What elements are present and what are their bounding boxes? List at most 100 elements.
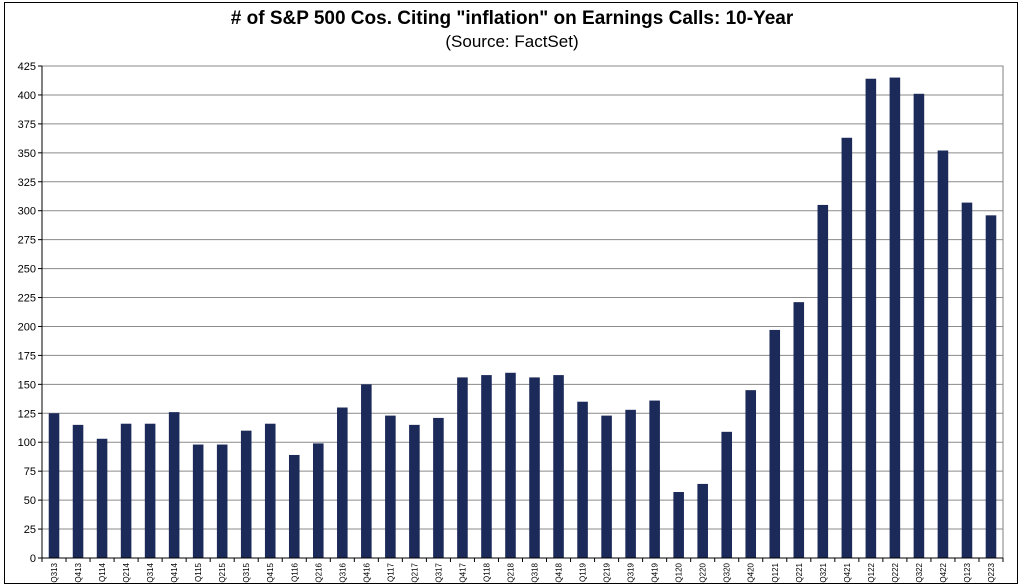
chart-title: # of S&P 500 Cos. Citing "inflation" on … bbox=[230, 8, 794, 29]
y-tick-label: 275 bbox=[18, 235, 36, 247]
x-tick-label: Q116 bbox=[290, 562, 299, 582]
bar-q318 bbox=[529, 377, 540, 558]
bar-q221 bbox=[793, 302, 805, 558]
x-tick-label: Q414 bbox=[170, 562, 179, 582]
y-tick-label: 150 bbox=[18, 379, 36, 391]
y-tick-label: 50 bbox=[24, 495, 36, 507]
bar-q119 bbox=[577, 401, 588, 558]
x-tick-label: Q318 bbox=[531, 562, 540, 582]
bar-q322 bbox=[913, 93, 925, 558]
x-tick-label: Q219 bbox=[603, 562, 612, 582]
x-tick-label: Q223 bbox=[987, 562, 996, 582]
bar-q321 bbox=[817, 204, 829, 558]
x-tick-label: Q313 bbox=[50, 562, 59, 582]
x-tick-label: Q420 bbox=[747, 562, 756, 582]
y-tick-label: 25 bbox=[24, 524, 36, 536]
bar-q216 bbox=[313, 443, 324, 558]
bars bbox=[48, 77, 997, 559]
bar-q416 bbox=[361, 384, 372, 558]
x-tick-label: Q321 bbox=[819, 562, 828, 582]
x-tick-label: Q320 bbox=[723, 562, 732, 582]
x-tick-label: Q217 bbox=[410, 562, 419, 582]
x-tick-label: Q120 bbox=[675, 562, 684, 582]
bar-q415 bbox=[264, 423, 276, 558]
bar-q414 bbox=[168, 412, 180, 558]
x-tick-label: Q118 bbox=[482, 562, 491, 582]
x-tick-label: Q421 bbox=[843, 562, 852, 582]
x-tick-label: Q416 bbox=[362, 562, 371, 582]
bar-q115 bbox=[192, 444, 204, 558]
bar-q420 bbox=[745, 390, 757, 558]
y-tick-label: 300 bbox=[18, 206, 36, 218]
bar-q422 bbox=[937, 150, 949, 558]
x-tick-label: Q115 bbox=[194, 562, 203, 582]
x-tick-label: Q317 bbox=[434, 562, 443, 582]
x-tick-label: Q417 bbox=[458, 562, 467, 582]
bar-q319 bbox=[625, 409, 636, 558]
x-tick-label: Q221 bbox=[795, 562, 804, 582]
bar-q123 bbox=[961, 202, 973, 558]
plot-area bbox=[41, 65, 1004, 559]
bar-q417 bbox=[457, 377, 468, 558]
x-tick-label: Q114 bbox=[98, 562, 107, 582]
gridlines bbox=[41, 65, 1004, 559]
y-tick-label: 100 bbox=[18, 437, 36, 449]
x-tick-label: Q315 bbox=[242, 562, 251, 582]
x-tick-label: Q122 bbox=[867, 562, 876, 582]
y-tick-label: 400 bbox=[18, 90, 36, 102]
y-tick-label: 325 bbox=[18, 177, 36, 189]
bar-q117 bbox=[385, 415, 396, 558]
bar-q214 bbox=[120, 423, 132, 558]
x-tick-label: Q415 bbox=[266, 562, 275, 582]
y-tick-label: 175 bbox=[18, 350, 36, 362]
bar-q116 bbox=[288, 454, 300, 558]
bar-q114 bbox=[96, 438, 108, 558]
y-tick-label: 200 bbox=[18, 321, 36, 333]
y-tick-label: 0 bbox=[30, 553, 36, 565]
y-tick-label: 375 bbox=[18, 119, 36, 131]
bar-q316 bbox=[337, 407, 348, 558]
x-tick-label: Q222 bbox=[891, 562, 900, 582]
x-tick-label: Q413 bbox=[74, 562, 83, 582]
x-tick-label: Q418 bbox=[555, 562, 564, 582]
bar-q315 bbox=[240, 430, 252, 558]
x-axis: Q313 Q413 Q114 Q214 Q314 Q414 Q115 Q215 Q315 Q415… bbox=[41, 557, 1004, 583]
bar-q413 bbox=[72, 424, 84, 558]
y-axis: 0 25 50 75 100 125 150 175 200 225 250 275 300 325 350… bbox=[18, 61, 43, 565]
bar-q317 bbox=[433, 417, 444, 558]
x-tick-label: Q419 bbox=[651, 562, 660, 582]
bar-q223 bbox=[985, 215, 997, 558]
bar-q118 bbox=[481, 375, 492, 558]
x-tick-label: Q220 bbox=[699, 562, 708, 582]
x-tick-label: Q316 bbox=[338, 562, 347, 582]
bar-q120 bbox=[673, 492, 684, 558]
x-tick-label: Q119 bbox=[579, 562, 588, 582]
bar-q419 bbox=[649, 400, 660, 558]
bar-q313 bbox=[48, 413, 60, 558]
x-tick-label: Q322 bbox=[915, 562, 924, 582]
bar-q320 bbox=[721, 431, 732, 558]
x-tick-label: Q121 bbox=[771, 562, 780, 582]
chart-subtitle: (Source: FactSet) bbox=[445, 32, 579, 51]
y-tick-label: 125 bbox=[18, 408, 36, 420]
y-tick-label: 75 bbox=[24, 466, 36, 478]
bar-q219 bbox=[601, 415, 612, 558]
x-tick-label: Q215 bbox=[218, 562, 227, 582]
x-tick-label: Q218 bbox=[506, 562, 515, 582]
bar-q418 bbox=[553, 375, 564, 558]
bar-q218 bbox=[505, 372, 516, 558]
x-tick-label: Q314 bbox=[146, 562, 155, 582]
bar-q220 bbox=[697, 483, 708, 558]
y-tick-label: 250 bbox=[18, 264, 36, 276]
bar-q421 bbox=[841, 137, 853, 559]
x-tick-label: Q214 bbox=[122, 562, 131, 582]
y-tick-label: 225 bbox=[18, 293, 36, 305]
x-tick-label: Q123 bbox=[963, 562, 972, 582]
bar-q122 bbox=[865, 78, 877, 558]
x-tick-label: Q422 bbox=[939, 562, 948, 582]
bar-q217 bbox=[409, 424, 420, 558]
bar-q121 bbox=[769, 329, 781, 558]
bar-q314 bbox=[144, 423, 156, 558]
x-tick-label: Q216 bbox=[314, 562, 323, 582]
